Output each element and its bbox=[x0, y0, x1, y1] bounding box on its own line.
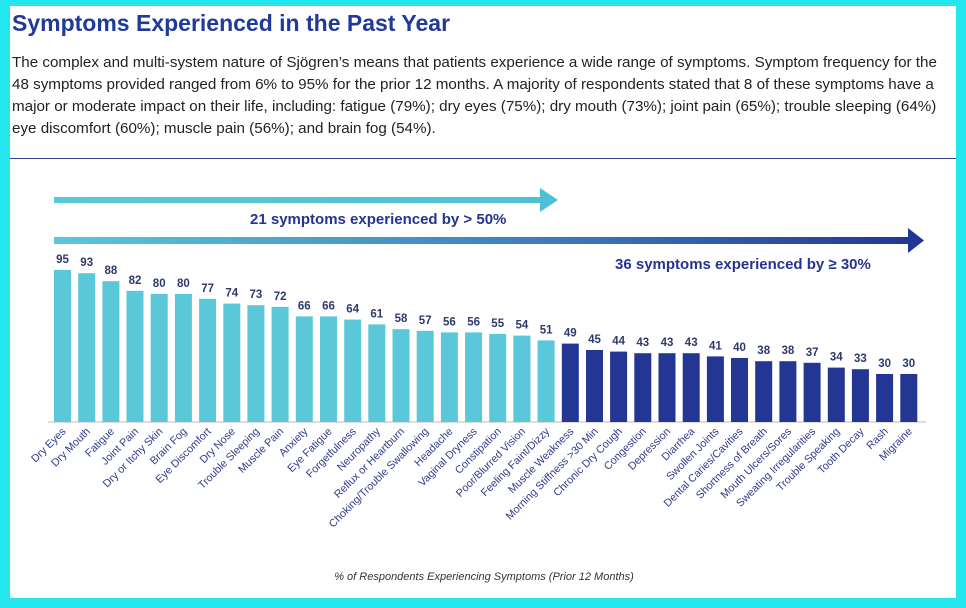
header-section: Symptoms Experienced in the Past Year Th… bbox=[10, 6, 956, 159]
bar-trouble-speaking bbox=[827, 367, 845, 422]
bar-feeling-faint-dizzy bbox=[537, 340, 555, 422]
bar-poor-blurred-vision bbox=[513, 335, 531, 422]
bar-shortness-of-breath bbox=[755, 361, 773, 422]
bar-dry-mouth bbox=[78, 273, 96, 422]
value-label-joint-pain: 82 bbox=[129, 275, 142, 287]
annotation-over-50: 21 symptoms experienced by > 50% bbox=[250, 211, 506, 228]
value-label-dry-mouth: 93 bbox=[80, 257, 93, 269]
arrow-over-50-head bbox=[540, 188, 558, 212]
value-label-dry-or-itchy-skin: 80 bbox=[153, 278, 166, 290]
value-label-muscle-weakness: 49 bbox=[564, 328, 577, 340]
bar-headache bbox=[440, 332, 458, 422]
symptoms-bar-chart: 21 symptoms experienced by > 50% 36 symp… bbox=[29, 188, 926, 583]
bars-group bbox=[54, 270, 918, 422]
arrow-over-30 bbox=[54, 228, 924, 253]
value-label-reflux-or-heartburn: 58 bbox=[395, 313, 408, 325]
value-label-feeling-faint-dizzy: 51 bbox=[540, 324, 553, 336]
bar-depression bbox=[658, 353, 676, 422]
bar-forgetfulness bbox=[344, 319, 362, 422]
intro-paragraph: The complex and multi-system nature of S… bbox=[12, 54, 937, 137]
bar-migraine bbox=[900, 374, 918, 422]
bar-eye-discomfort bbox=[199, 298, 217, 422]
value-label-migraine: 30 bbox=[902, 358, 915, 370]
bar-brain-fog bbox=[174, 294, 192, 422]
annotation-over-30: 36 symptoms experienced by ≥ 30% bbox=[615, 256, 871, 273]
value-label-trouble-sleeping: 73 bbox=[250, 289, 263, 301]
bar-rash bbox=[876, 374, 894, 422]
value-label-eye-discomfort: 77 bbox=[201, 283, 214, 295]
value-label-dry-eyes: 95 bbox=[56, 254, 69, 266]
value-label-vaginal-dryness: 56 bbox=[467, 316, 480, 328]
value-label-eye-fatigue: 66 bbox=[322, 300, 335, 312]
bar-dry-or-itchy-skin bbox=[150, 294, 168, 422]
bar-constipation bbox=[489, 334, 507, 422]
value-label-swollen-joints: 41 bbox=[709, 340, 722, 352]
bar-muscle-pain bbox=[271, 306, 289, 422]
bar-muscle-weakness bbox=[561, 343, 579, 422]
value-label-forgetfulness: 64 bbox=[346, 304, 359, 316]
arrow-over-30-shaft bbox=[54, 237, 910, 244]
arrow-over-50-shaft bbox=[54, 197, 542, 203]
value-label-tooth-decay: 33 bbox=[854, 353, 867, 365]
value-label-poor-blurred-vision: 54 bbox=[516, 320, 529, 332]
value-label-headache: 56 bbox=[443, 316, 456, 328]
bar-neuropathy bbox=[368, 324, 386, 422]
bar-vaginal-dryness bbox=[465, 332, 483, 422]
value-label-anxiety: 66 bbox=[298, 300, 311, 312]
arrow-over-30-head bbox=[908, 228, 924, 253]
bar-trouble-sleeping bbox=[247, 305, 265, 422]
bar-swollen-joints bbox=[706, 356, 724, 422]
value-label-constipation: 55 bbox=[491, 318, 504, 330]
value-label-neuropathy: 61 bbox=[370, 308, 383, 320]
bar-reflux-or-heartburn bbox=[392, 329, 410, 422]
value-label-shortness-of-breath: 38 bbox=[757, 345, 770, 357]
bar-joint-pain bbox=[126, 290, 144, 422]
bar-choking-trouble-swallowing bbox=[416, 330, 434, 422]
value-label-dry-nose: 74 bbox=[225, 288, 238, 300]
value-label-mouth-ulcers-sores: 38 bbox=[782, 345, 795, 357]
value-label-morning-stiffness-30-min: 45 bbox=[588, 334, 601, 346]
value-labels-group: 95 93 88 82 80 80 77 74 73 72 66 66 64 61 58 57 56 56 55 54… bbox=[56, 254, 915, 370]
bar-diarrhea bbox=[682, 353, 700, 422]
arrow-over-50 bbox=[54, 188, 558, 212]
bar-fatigue bbox=[102, 281, 120, 422]
value-label-muscle-pain: 72 bbox=[274, 291, 287, 303]
value-label-sweating-irregularities: 37 bbox=[806, 347, 819, 359]
value-label-trouble-speaking: 34 bbox=[830, 352, 843, 364]
bar-dry-eyes bbox=[54, 270, 71, 422]
value-label-chronic-dry-cough: 44 bbox=[612, 336, 625, 348]
value-label-fatigue: 88 bbox=[105, 265, 118, 277]
bar-morning-stiffness-30-min bbox=[586, 350, 603, 422]
value-label-congestion: 43 bbox=[636, 337, 649, 349]
bar-congestion bbox=[634, 353, 652, 422]
value-label-brain-fog: 80 bbox=[177, 278, 190, 290]
value-label-depression: 43 bbox=[661, 337, 674, 349]
value-label-diarrhea: 43 bbox=[685, 337, 698, 349]
x-axis-title: % of Respondents Experiencing Symptoms (… bbox=[334, 571, 634, 583]
bar-sweating-irregularities bbox=[803, 362, 821, 422]
bar-mouth-ulcers-sores bbox=[779, 361, 797, 422]
page-title: Symptoms Experienced in the Past Year bbox=[12, 10, 451, 36]
value-label-dental-caries-cavities: 40 bbox=[733, 342, 746, 354]
infographic-panel: Symptoms Experienced in the Past Year Th… bbox=[10, 6, 956, 598]
bar-dry-nose bbox=[223, 303, 241, 422]
bar-dental-caries-cavities bbox=[731, 358, 748, 422]
bar-eye-fatigue bbox=[320, 316, 337, 422]
value-label-choking-trouble-swallowing: 57 bbox=[419, 315, 432, 327]
bar-tooth-decay bbox=[851, 369, 869, 422]
bar-chronic-dry-cough bbox=[610, 351, 628, 422]
bar-anxiety bbox=[295, 316, 313, 422]
value-label-rash: 30 bbox=[878, 358, 891, 370]
